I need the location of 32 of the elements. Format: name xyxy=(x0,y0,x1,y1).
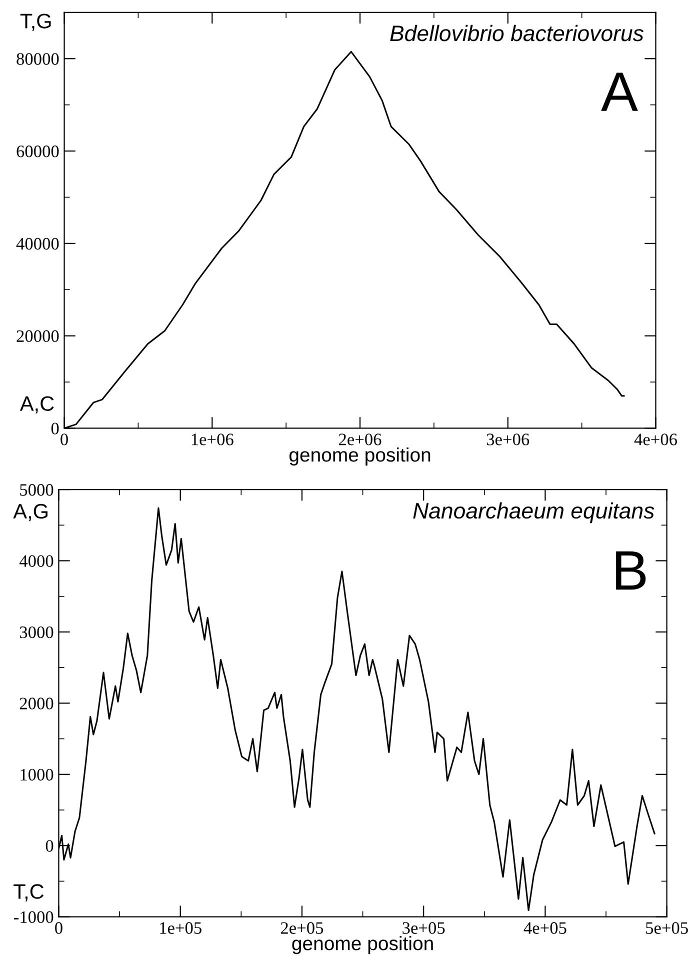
x-tick-label: 5e+05 xyxy=(646,922,688,934)
annotation: A xyxy=(601,72,638,111)
x-tick-label: 1e+06 xyxy=(192,434,234,446)
text: A,G xyxy=(13,504,48,522)
y-tick-label: 60000 xyxy=(16,146,59,158)
y-tick-label: 2000 xyxy=(20,698,54,710)
x-tick-label: 4e+06 xyxy=(634,434,678,446)
annotation: B xyxy=(616,551,646,590)
x-axis-title: genome position xyxy=(292,936,433,954)
y-tick-label: 0 xyxy=(46,840,54,852)
x-tick-label: 4e+05 xyxy=(524,922,566,934)
y-tick-label: 5000 xyxy=(20,484,54,496)
text: T,G xyxy=(20,14,51,31)
x-tick-label: 2e+05 xyxy=(280,922,324,934)
y-tick-label: 20000 xyxy=(16,330,59,342)
text: A,C xyxy=(20,396,54,414)
x-tick-label: 1e+05 xyxy=(160,922,202,934)
x-tick-label: 0 xyxy=(60,434,68,446)
text: Nanoarchaeum equitans xyxy=(413,502,654,524)
y-tick-label: 40000 xyxy=(16,238,59,250)
y-tick-label: 4000 xyxy=(19,555,54,567)
y-tick-label: 1000 xyxy=(20,768,54,781)
x-axis-title: genome position xyxy=(289,447,430,466)
y-tick-label: 3000 xyxy=(20,626,54,638)
x-tick-label: 3e+05 xyxy=(402,922,445,934)
chart-title: Bdellovibrio bacteriovorus xyxy=(390,24,644,42)
y-tick-label: 80000 xyxy=(16,53,59,65)
x-tick-label: 2e+06 xyxy=(339,434,382,446)
y-tick-label: 0 xyxy=(51,422,59,434)
y-tick-label: -1000 xyxy=(14,911,54,923)
x-tick-label: 3e+06 xyxy=(486,434,530,446)
text: T,C xyxy=(14,884,44,902)
